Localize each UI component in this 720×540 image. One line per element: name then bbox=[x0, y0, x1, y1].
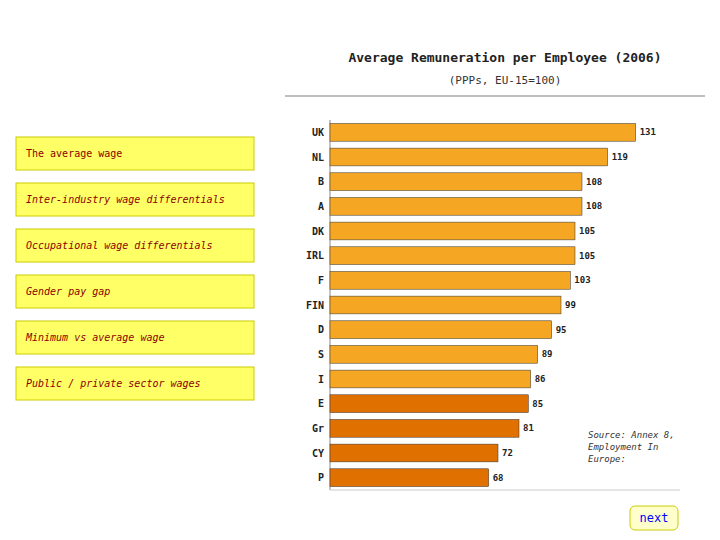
bar bbox=[330, 271, 570, 289]
bar bbox=[330, 469, 489, 487]
category-label: UK bbox=[312, 127, 324, 138]
category-label: DK bbox=[312, 226, 324, 237]
nav-button: Gender pay gap bbox=[16, 275, 254, 308]
category-label: B bbox=[318, 176, 324, 187]
subtitle: (PPPs, EU-15=100) bbox=[449, 74, 562, 87]
data-label: 108 bbox=[586, 177, 602, 187]
nav-button: Public / private sector wages bbox=[16, 367, 254, 400]
data-label: 105 bbox=[579, 226, 595, 236]
data-label: 95 bbox=[556, 325, 567, 335]
bar bbox=[330, 444, 498, 462]
bar bbox=[330, 370, 531, 388]
chart: Average Remuneration per Employee (2006)… bbox=[0, 0, 720, 540]
source-line: Europe: bbox=[588, 454, 626, 464]
source-note: Source: Annex 8, Employment In Europe: bbox=[588, 430, 675, 464]
data-label: 85 bbox=[532, 399, 543, 409]
nav-label: Public / private sector wages bbox=[26, 378, 201, 389]
bar bbox=[330, 173, 582, 191]
category-label: P bbox=[318, 472, 324, 483]
nav-button: Minimum vs average wage bbox=[16, 321, 254, 354]
category-label: IRL bbox=[306, 250, 324, 261]
bar bbox=[330, 419, 519, 437]
nav-label: Occupational wage differentials bbox=[26, 240, 213, 251]
data-label: 105 bbox=[579, 251, 595, 261]
category-label: S bbox=[318, 349, 324, 360]
data-label: 86 bbox=[535, 374, 546, 384]
nav-label: Gender pay gap bbox=[26, 286, 110, 297]
bar bbox=[330, 395, 528, 413]
category-label: NL bbox=[312, 152, 324, 163]
source-line: Source: Annex 8, bbox=[588, 430, 675, 440]
nav-label: The average wage bbox=[26, 148, 122, 159]
data-label: 108 bbox=[586, 201, 602, 211]
bar bbox=[330, 148, 608, 166]
category-label: Gr bbox=[312, 423, 324, 434]
nav-box bbox=[16, 321, 254, 354]
title-rule bbox=[285, 95, 705, 97]
category-label: CY bbox=[312, 448, 324, 459]
nav-label: Inter-industry wage differentials bbox=[26, 194, 225, 205]
data-label: 68 bbox=[493, 473, 504, 483]
data-label: 81 bbox=[523, 423, 534, 433]
category-label: FIN bbox=[306, 300, 324, 311]
category-label: A bbox=[318, 201, 324, 212]
bar bbox=[330, 345, 538, 363]
bar bbox=[330, 197, 582, 215]
category-label: F bbox=[318, 275, 324, 286]
bar bbox=[330, 296, 561, 314]
bar bbox=[330, 123, 636, 141]
data-label: 89 bbox=[542, 349, 553, 359]
data-label: 72 bbox=[502, 448, 513, 458]
data-label: 103 bbox=[574, 275, 590, 285]
source-line: Employment In bbox=[588, 442, 658, 452]
data-label: 119 bbox=[612, 152, 628, 162]
bar bbox=[330, 321, 552, 339]
nav-box bbox=[16, 183, 254, 216]
category-label: I bbox=[318, 374, 324, 385]
nav-label: Minimum vs average wage bbox=[25, 332, 164, 343]
nav-button: Inter-industry wage differentials bbox=[16, 183, 254, 216]
nav-box bbox=[16, 137, 254, 170]
nav-box bbox=[16, 367, 254, 400]
data-label: 131 bbox=[640, 127, 656, 137]
next-box bbox=[630, 506, 678, 530]
nav-box bbox=[16, 229, 254, 262]
category-label: D bbox=[318, 324, 324, 335]
nav-button: The average wage bbox=[16, 137, 254, 170]
category-label: E bbox=[318, 398, 324, 409]
nav-button: Occupational wage differentials bbox=[16, 229, 254, 262]
bar bbox=[330, 247, 575, 265]
next-label: next bbox=[640, 511, 669, 525]
axis-line bbox=[330, 490, 680, 491]
nav-box bbox=[16, 275, 254, 308]
bar bbox=[330, 222, 575, 240]
data-label: 99 bbox=[565, 300, 576, 310]
title: Average Remuneration per Employee (2006) bbox=[348, 50, 661, 65]
